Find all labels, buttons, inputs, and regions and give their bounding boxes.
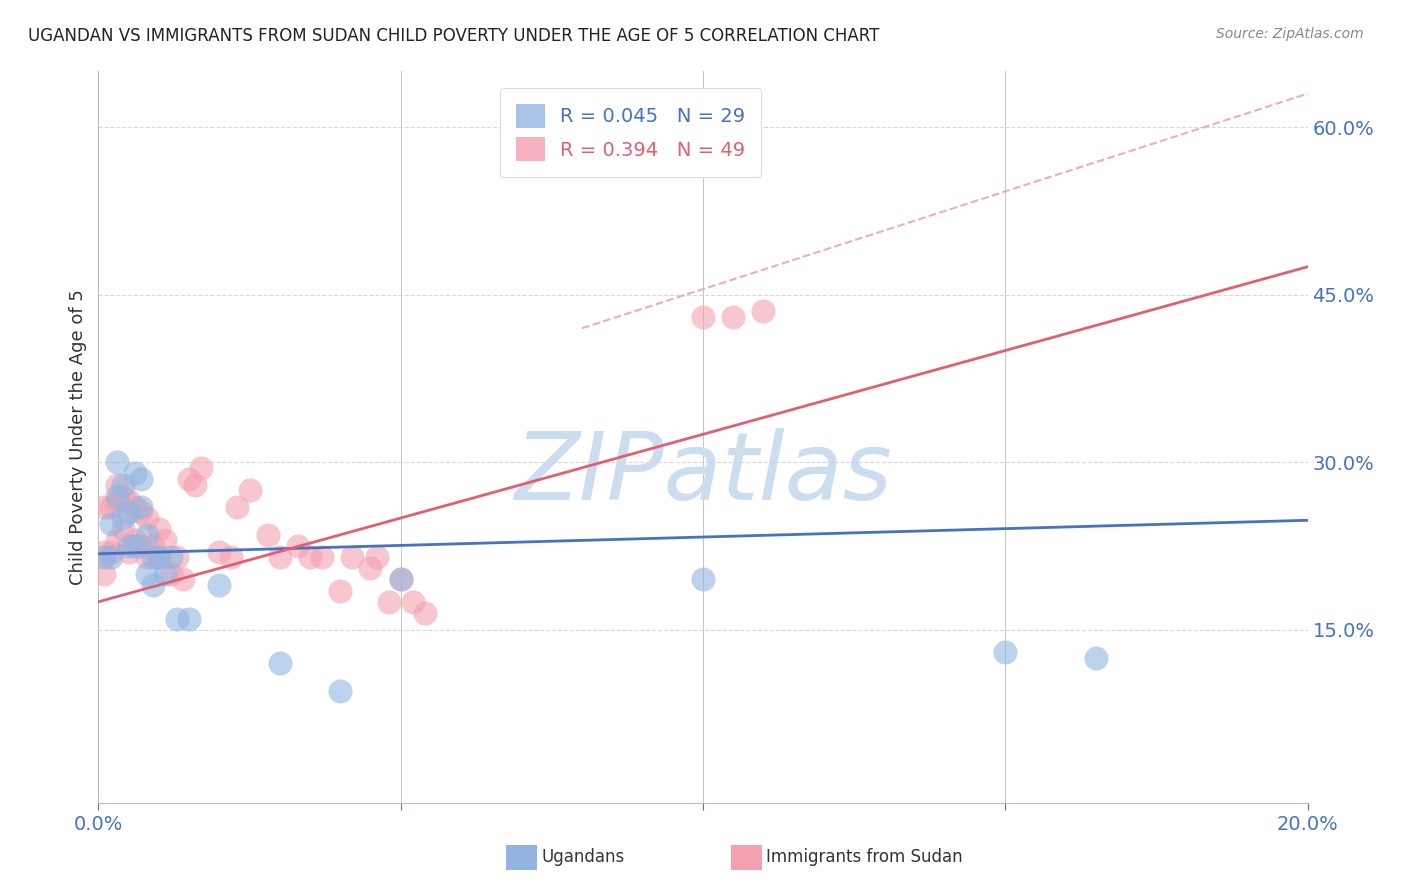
Point xyxy=(190,460,212,475)
Point xyxy=(179,472,201,486)
Point xyxy=(208,544,231,558)
Point xyxy=(752,304,775,318)
Point xyxy=(129,500,152,514)
Point xyxy=(148,550,170,565)
Text: Immigrants from Sudan: Immigrants from Sudan xyxy=(766,848,963,866)
Point xyxy=(1085,650,1108,665)
Point xyxy=(142,578,165,592)
Point xyxy=(100,500,122,514)
Point xyxy=(105,494,128,508)
Point xyxy=(166,611,188,625)
Point xyxy=(135,550,157,565)
Point xyxy=(118,494,141,508)
Point xyxy=(135,511,157,525)
Point xyxy=(692,310,714,324)
Point xyxy=(105,533,128,548)
Point xyxy=(100,544,122,558)
Point xyxy=(142,550,165,565)
Point xyxy=(377,595,399,609)
Point xyxy=(342,550,364,565)
Point xyxy=(389,573,412,587)
Point xyxy=(413,606,436,620)
Point xyxy=(148,522,170,536)
Point xyxy=(93,500,115,514)
Point xyxy=(129,506,152,520)
Text: ZIPatlas: ZIPatlas xyxy=(515,428,891,519)
Point xyxy=(111,477,134,491)
Point xyxy=(166,550,188,565)
Point xyxy=(135,566,157,581)
Point xyxy=(329,684,352,698)
Point xyxy=(153,566,176,581)
Point xyxy=(129,472,152,486)
Point xyxy=(124,500,146,514)
Point xyxy=(360,561,382,575)
Y-axis label: Child Poverty Under the Age of 5: Child Poverty Under the Age of 5 xyxy=(69,289,87,585)
Point xyxy=(329,583,352,598)
Point xyxy=(105,455,128,469)
Point xyxy=(172,573,194,587)
Text: Source: ZipAtlas.com: Source: ZipAtlas.com xyxy=(1216,27,1364,41)
Point xyxy=(153,533,176,548)
Legend: R = 0.045   N = 29, R = 0.394   N = 49: R = 0.045 N = 29, R = 0.394 N = 49 xyxy=(501,88,761,177)
Point xyxy=(221,550,243,565)
Point xyxy=(160,566,183,581)
Point xyxy=(93,550,115,565)
Point xyxy=(239,483,262,497)
Point xyxy=(311,550,333,565)
Point xyxy=(111,511,134,525)
Point xyxy=(93,544,115,558)
Point xyxy=(226,500,249,514)
Point xyxy=(105,477,128,491)
Point xyxy=(994,645,1017,659)
Point xyxy=(256,528,278,542)
Point xyxy=(269,550,291,565)
Point xyxy=(124,467,146,481)
Point xyxy=(179,611,201,625)
Point xyxy=(129,539,152,553)
Point xyxy=(299,550,322,565)
Point xyxy=(402,595,425,609)
Point xyxy=(148,550,170,565)
Point xyxy=(100,550,122,565)
Point xyxy=(118,539,141,553)
Point xyxy=(93,566,115,581)
Point xyxy=(105,489,128,503)
Point xyxy=(208,578,231,592)
Text: Ugandans: Ugandans xyxy=(541,848,624,866)
Point xyxy=(389,573,412,587)
Point xyxy=(124,539,146,553)
Point xyxy=(100,516,122,531)
Point xyxy=(118,544,141,558)
Text: UGANDAN VS IMMIGRANTS FROM SUDAN CHILD POVERTY UNDER THE AGE OF 5 CORRELATION CH: UGANDAN VS IMMIGRANTS FROM SUDAN CHILD P… xyxy=(28,27,880,45)
Point xyxy=(118,506,141,520)
Point xyxy=(111,522,134,536)
Point xyxy=(142,539,165,553)
Point xyxy=(366,550,388,565)
Point xyxy=(135,528,157,542)
Point xyxy=(269,657,291,671)
Point xyxy=(287,539,309,553)
Point xyxy=(184,477,207,491)
Point xyxy=(723,310,745,324)
Point xyxy=(160,550,183,565)
Point xyxy=(111,489,134,503)
Point xyxy=(692,573,714,587)
Point xyxy=(124,533,146,548)
